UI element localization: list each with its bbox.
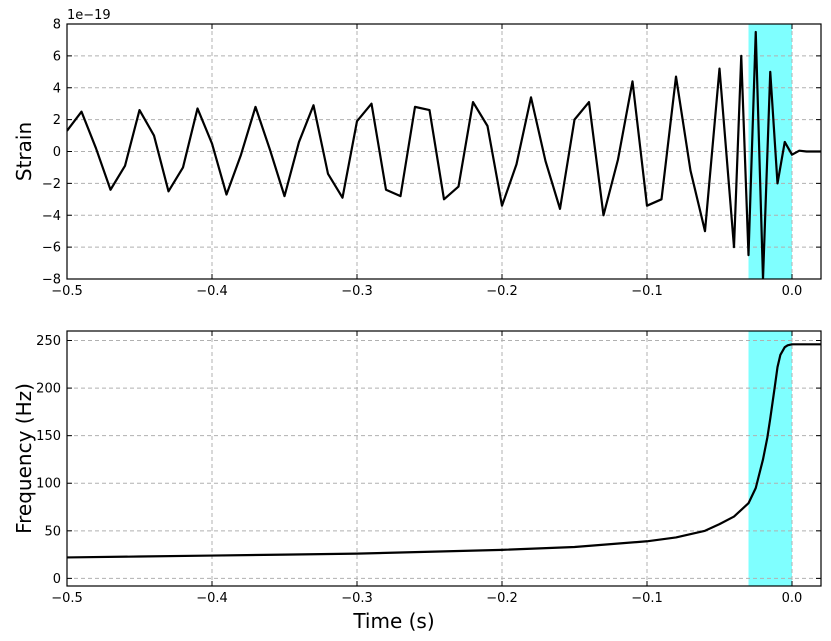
- frequency-panel: −0.5 −0.4 −0.3 −0.2 −0.1 0.0 0 50 100 150 200 250 Fr…: [12, 330, 822, 633]
- frequency-x-tick-label: −0.1: [631, 591, 663, 606]
- frequency-highlight-span: [748, 331, 792, 586]
- strain-y-tick-label: 8: [53, 18, 61, 33]
- frequency-x-tick-label: 0.0: [782, 591, 803, 606]
- frequency-y-tick-label: 100: [36, 477, 61, 492]
- frequency-y-tick-label: 150: [36, 429, 61, 444]
- strain-panel: −0.5 −0.4 −0.3 −0.2 −0.1 0.0 −8 −6 −4 −2 0 2 4 6 8 1e−1…: [12, 8, 822, 299]
- strain-y-tick-label: 0: [53, 145, 61, 160]
- strain-scale-label: 1e−19: [67, 8, 111, 23]
- strain-y-tick-label: 6: [53, 49, 61, 64]
- frequency-y-tick-label: 250: [36, 334, 61, 349]
- frequency-y-axis-title: Frequency (Hz): [12, 383, 36, 534]
- strain-y-tick-label: −6: [42, 241, 61, 256]
- frequency-plot-frame: [66, 330, 822, 587]
- strain-y-tick-label: 4: [53, 81, 61, 96]
- frequency-x-axis-title: Time (s): [352, 609, 434, 633]
- strain-x-tick-label: −0.2: [486, 284, 518, 299]
- strain-y-tick-label: 2: [53, 113, 61, 128]
- strain-x-tick-label: −0.3: [341, 284, 373, 299]
- strain-series-line: [67, 30, 821, 279]
- frequency-x-tick-label: −0.3: [341, 591, 373, 606]
- frequency-y-tick-label: 50: [44, 524, 61, 539]
- strain-x-tick-label: −0.5: [51, 284, 83, 299]
- strain-x-tick-label: −0.4: [196, 284, 228, 299]
- frequency-x-tick-label: −0.4: [196, 591, 228, 606]
- frequency-x-tick-label: −0.2: [486, 591, 518, 606]
- frequency-x-tick-label: −0.5: [51, 591, 83, 606]
- frequency-series-line: [67, 343, 821, 559]
- frequency-y-tick-label: 200: [36, 382, 61, 397]
- strain-y-axis-title: Strain: [12, 122, 36, 181]
- frequency-y-tick-label: 0: [53, 572, 61, 587]
- strain-y-tick-label: −2: [42, 177, 61, 192]
- strain-x-tick-label: 0.0: [782, 284, 803, 299]
- strain-x-tick-label: −0.1: [631, 284, 663, 299]
- strain-y-tick-label: −8: [42, 273, 61, 288]
- strain-y-tick-label: −4: [42, 209, 61, 224]
